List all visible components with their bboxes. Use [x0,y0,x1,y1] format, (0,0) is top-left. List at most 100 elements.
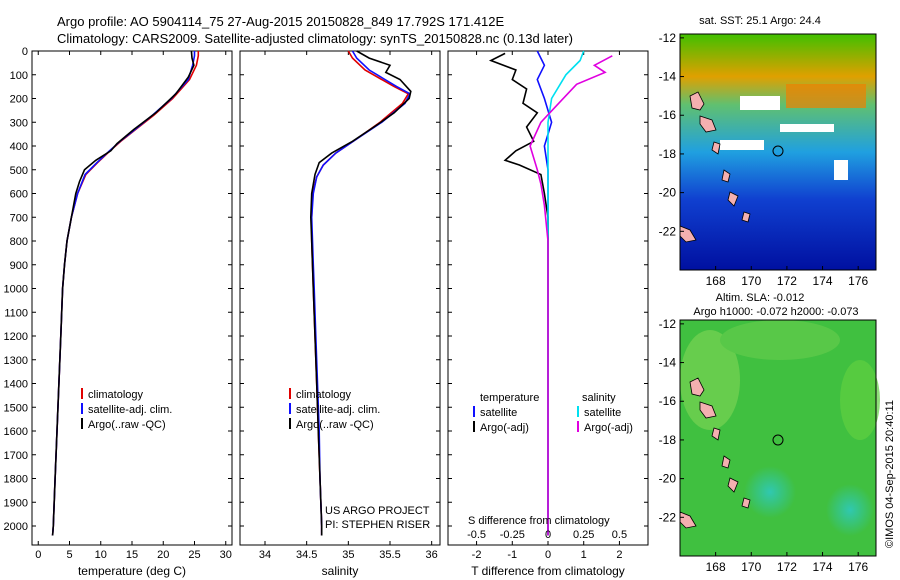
sla-blob [826,484,874,536]
series-line [488,52,549,536]
x-tick-label: 35.5 [379,549,400,561]
x-tick-label: 36 [426,549,438,561]
map-x-tick-label: 176 [848,560,868,574]
map-y-tick-label: -12 [659,31,677,45]
y-tick-label: 100 [10,70,28,82]
legend-entry: climatology [88,389,144,401]
top-tick-label: 0 [545,529,551,541]
top-tick-label: 0.5 [612,529,627,541]
y-tick-label: 1800 [4,474,28,486]
x-tick-label: 2 [616,549,622,561]
series-line [547,50,585,536]
legend-entry: satellite [480,407,517,419]
map-x-tick-label: 170 [741,274,761,288]
legend-entry: satellite-adj. clim. [88,404,172,416]
y-tick-label: 1300 [4,355,28,367]
sst-gap [834,160,848,180]
map-x-tick-label: 168 [706,274,726,288]
series-line [529,55,613,536]
map-y-tick-label: -16 [659,108,677,122]
x-tick-label: 35 [342,549,354,561]
series-line [310,50,412,536]
y-tick-label: 1700 [4,450,28,462]
map-y-tick-label: -14 [659,356,677,370]
map-y-tick-label: -20 [659,472,677,486]
credit-text: PI: STEPHEN RISER [325,519,430,531]
map-y-tick-label: -20 [659,186,677,200]
difference-profile-panel: -2 -1 0 1 2 T difference from climatology temp… [447,50,649,578]
sst-gap [720,140,764,150]
legend-title: salinity [582,392,616,404]
map-y-tick-label: -18 [659,433,677,447]
x-tick-label: 34 [259,549,271,561]
credit-text: US ARGO PROJECT [325,505,430,517]
y-tick-label: 700 [10,212,28,224]
x-tick-label: 10 [95,549,107,561]
map-x-tick-label: 170 [741,560,761,574]
map-x-tick-label: 174 [813,274,833,288]
x-tick-label: 0 [545,549,551,561]
series-line [51,50,195,536]
x-tick-label: 34.5 [296,549,317,561]
map-x-tick-label: 172 [777,560,797,574]
y-tick-label: 600 [10,189,28,201]
series-line [309,50,412,536]
sla-land [679,377,751,529]
sla-map-frame [679,319,877,557]
sla-blob [840,360,880,440]
plot-frame [239,50,441,546]
map-y-tick-label: -18 [659,147,677,161]
x-axis-label: temperature (deg C) [78,564,186,578]
y-tick-label: 200 [10,94,28,106]
top-axis-label: S difference from climatology [468,515,610,527]
map-y-tick-label: -12 [659,317,677,331]
y-tick-label: 500 [10,165,28,177]
sst-land [679,91,751,243]
y-tick-label: 2000 [4,521,28,533]
top-tick-label: -0.25 [500,529,525,541]
legend-title: temperature [480,392,539,404]
argo-position-marker [772,434,784,446]
y-tick-label: 1900 [4,497,28,509]
x-tick-label: -1 [507,549,517,561]
legend-entry: satellite [584,407,621,419]
sst-field [680,34,876,270]
y-tick-label: 1000 [4,284,28,296]
map-x-tick-label: 172 [777,274,797,288]
y-tick-label: 900 [10,260,28,272]
y-tick-label: 800 [10,236,28,248]
x-tick-label: 1 [581,549,587,561]
sst-warm-patch [786,84,866,108]
salinity-profile-panel: 34 34.5 35 35.5 36 salinity climatology satelli… [239,50,441,578]
x-tick-label: -2 [472,549,482,561]
y-tick-label: 400 [10,141,28,153]
map-x-tick-label: 174 [813,560,833,574]
top-tick-label: 0.25 [573,529,594,541]
sst-map-panel: sat. SST: 25.1 Argo: 24.4 168 170 172 174 17… [659,15,877,288]
sst-gap [740,96,780,110]
temperature-profile-panel: 0 5 10 15 20 25 300100200300400500600700800900… [4,46,233,578]
legend-entry: Argo(-adj) [480,422,529,434]
argo-position-marker [772,145,784,157]
legend-entry: Argo(..raw -QC) [88,419,166,431]
sla-map-subtitle: Argo h1000: -0.072 h2000: -0.073 [693,306,858,318]
legend-entry: satellite-adj. clim. [296,404,380,416]
x-axis-label: salinity [322,564,359,578]
sst-gap [780,124,834,132]
legend-entry: Argo(-adj) [584,422,633,434]
x-tick-label: 0 [35,549,41,561]
y-tick-label: 1500 [4,402,28,414]
y-tick-label: 1200 [4,331,28,343]
x-tick-label: 25 [188,549,200,561]
sst-map-title: sat. SST: 25.1 Argo: 24.4 [699,15,821,27]
map-y-tick-label: -16 [659,394,677,408]
map-y-tick-label: -14 [659,70,677,84]
sla-map-title: Altim. SLA: -0.012 [716,292,805,304]
y-tick-label: 300 [10,117,28,129]
legend-entry: Argo(..raw -QC) [296,419,374,431]
sla-map-panel: Altim. SLA: -0.012 Argo h1000: -0.072 h2… [659,292,880,574]
map-y-tick-label: -22 [659,510,677,524]
map-y-tick-label: -22 [659,224,677,238]
header-line-1: Argo profile: AO 5904114_75 27-Aug-2015 … [57,14,505,29]
